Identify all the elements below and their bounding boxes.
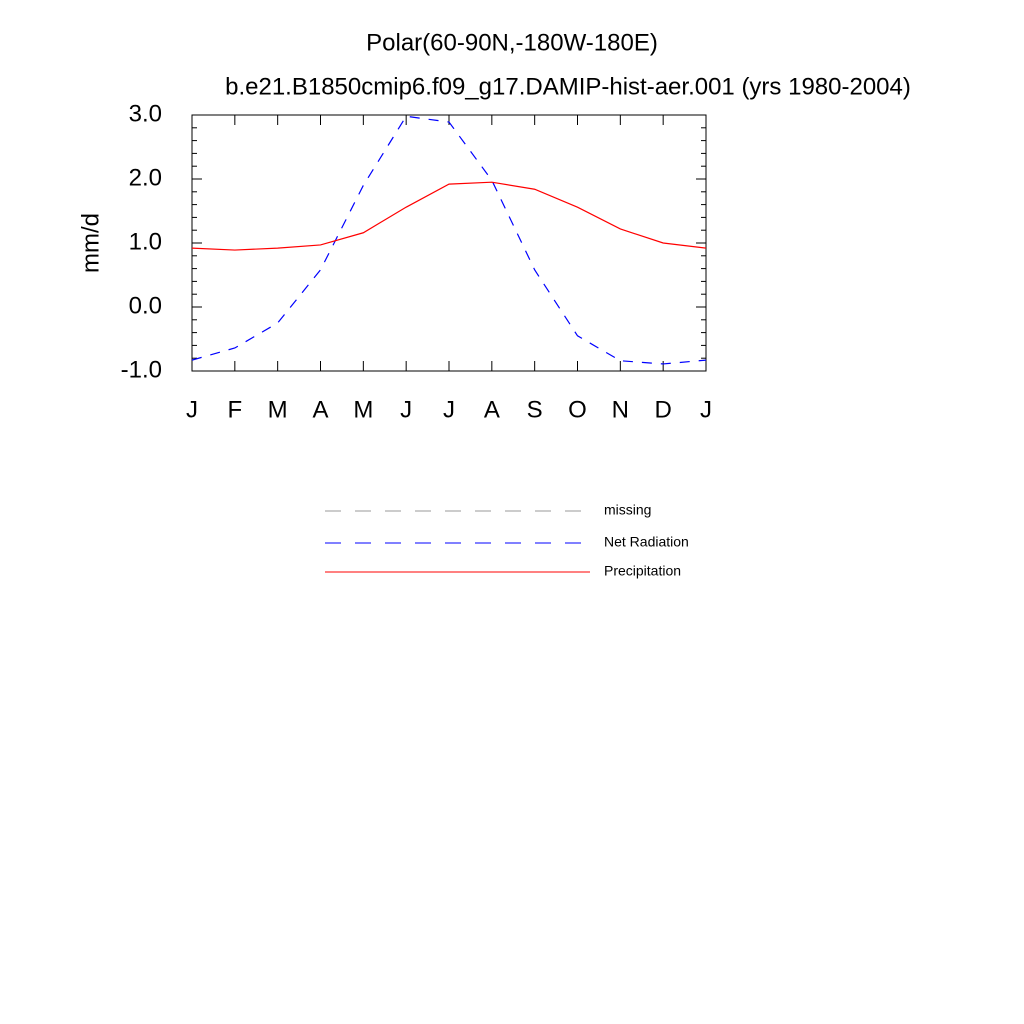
series-line: [191, 181, 707, 251]
chart-title: Polar(60-90N,-180W-180E): [366, 29, 658, 56]
legend-label: missing: [604, 502, 651, 518]
y-tick-label: 3.0: [129, 100, 162, 127]
y-tick-label: 1.0: [129, 228, 162, 255]
chart-subtitle: b.e21.B1850cmip6.f09_g17.DAMIP-hist-aer.…: [225, 73, 911, 100]
x-tick-label: J: [700, 396, 712, 423]
plot-frame: [191, 114, 707, 372]
x-tick-label: F: [227, 396, 242, 423]
legend-label: Precipitation: [604, 563, 681, 579]
y-tick-label: -1.0: [121, 356, 162, 383]
x-tick-label: S: [527, 396, 543, 423]
x-tick-label: J: [400, 396, 412, 423]
series-line: [191, 115, 707, 365]
x-tick-label: J: [186, 396, 198, 423]
legend-label: Net Radiation: [604, 534, 689, 550]
x-tick-label: N: [612, 396, 629, 423]
y-tick-label: 2.0: [129, 164, 162, 191]
x-tick-label: M: [353, 396, 373, 423]
x-tick-label: J: [443, 396, 455, 423]
x-tick-label: M: [268, 396, 288, 423]
x-tick-label: A: [484, 396, 500, 423]
x-tick-label: O: [568, 396, 587, 423]
x-tick-label: D: [654, 396, 671, 423]
x-tick-label: A: [312, 396, 328, 423]
y-axis-label: mm/d: [77, 213, 104, 273]
y-tick-label: 0.0: [129, 292, 162, 319]
